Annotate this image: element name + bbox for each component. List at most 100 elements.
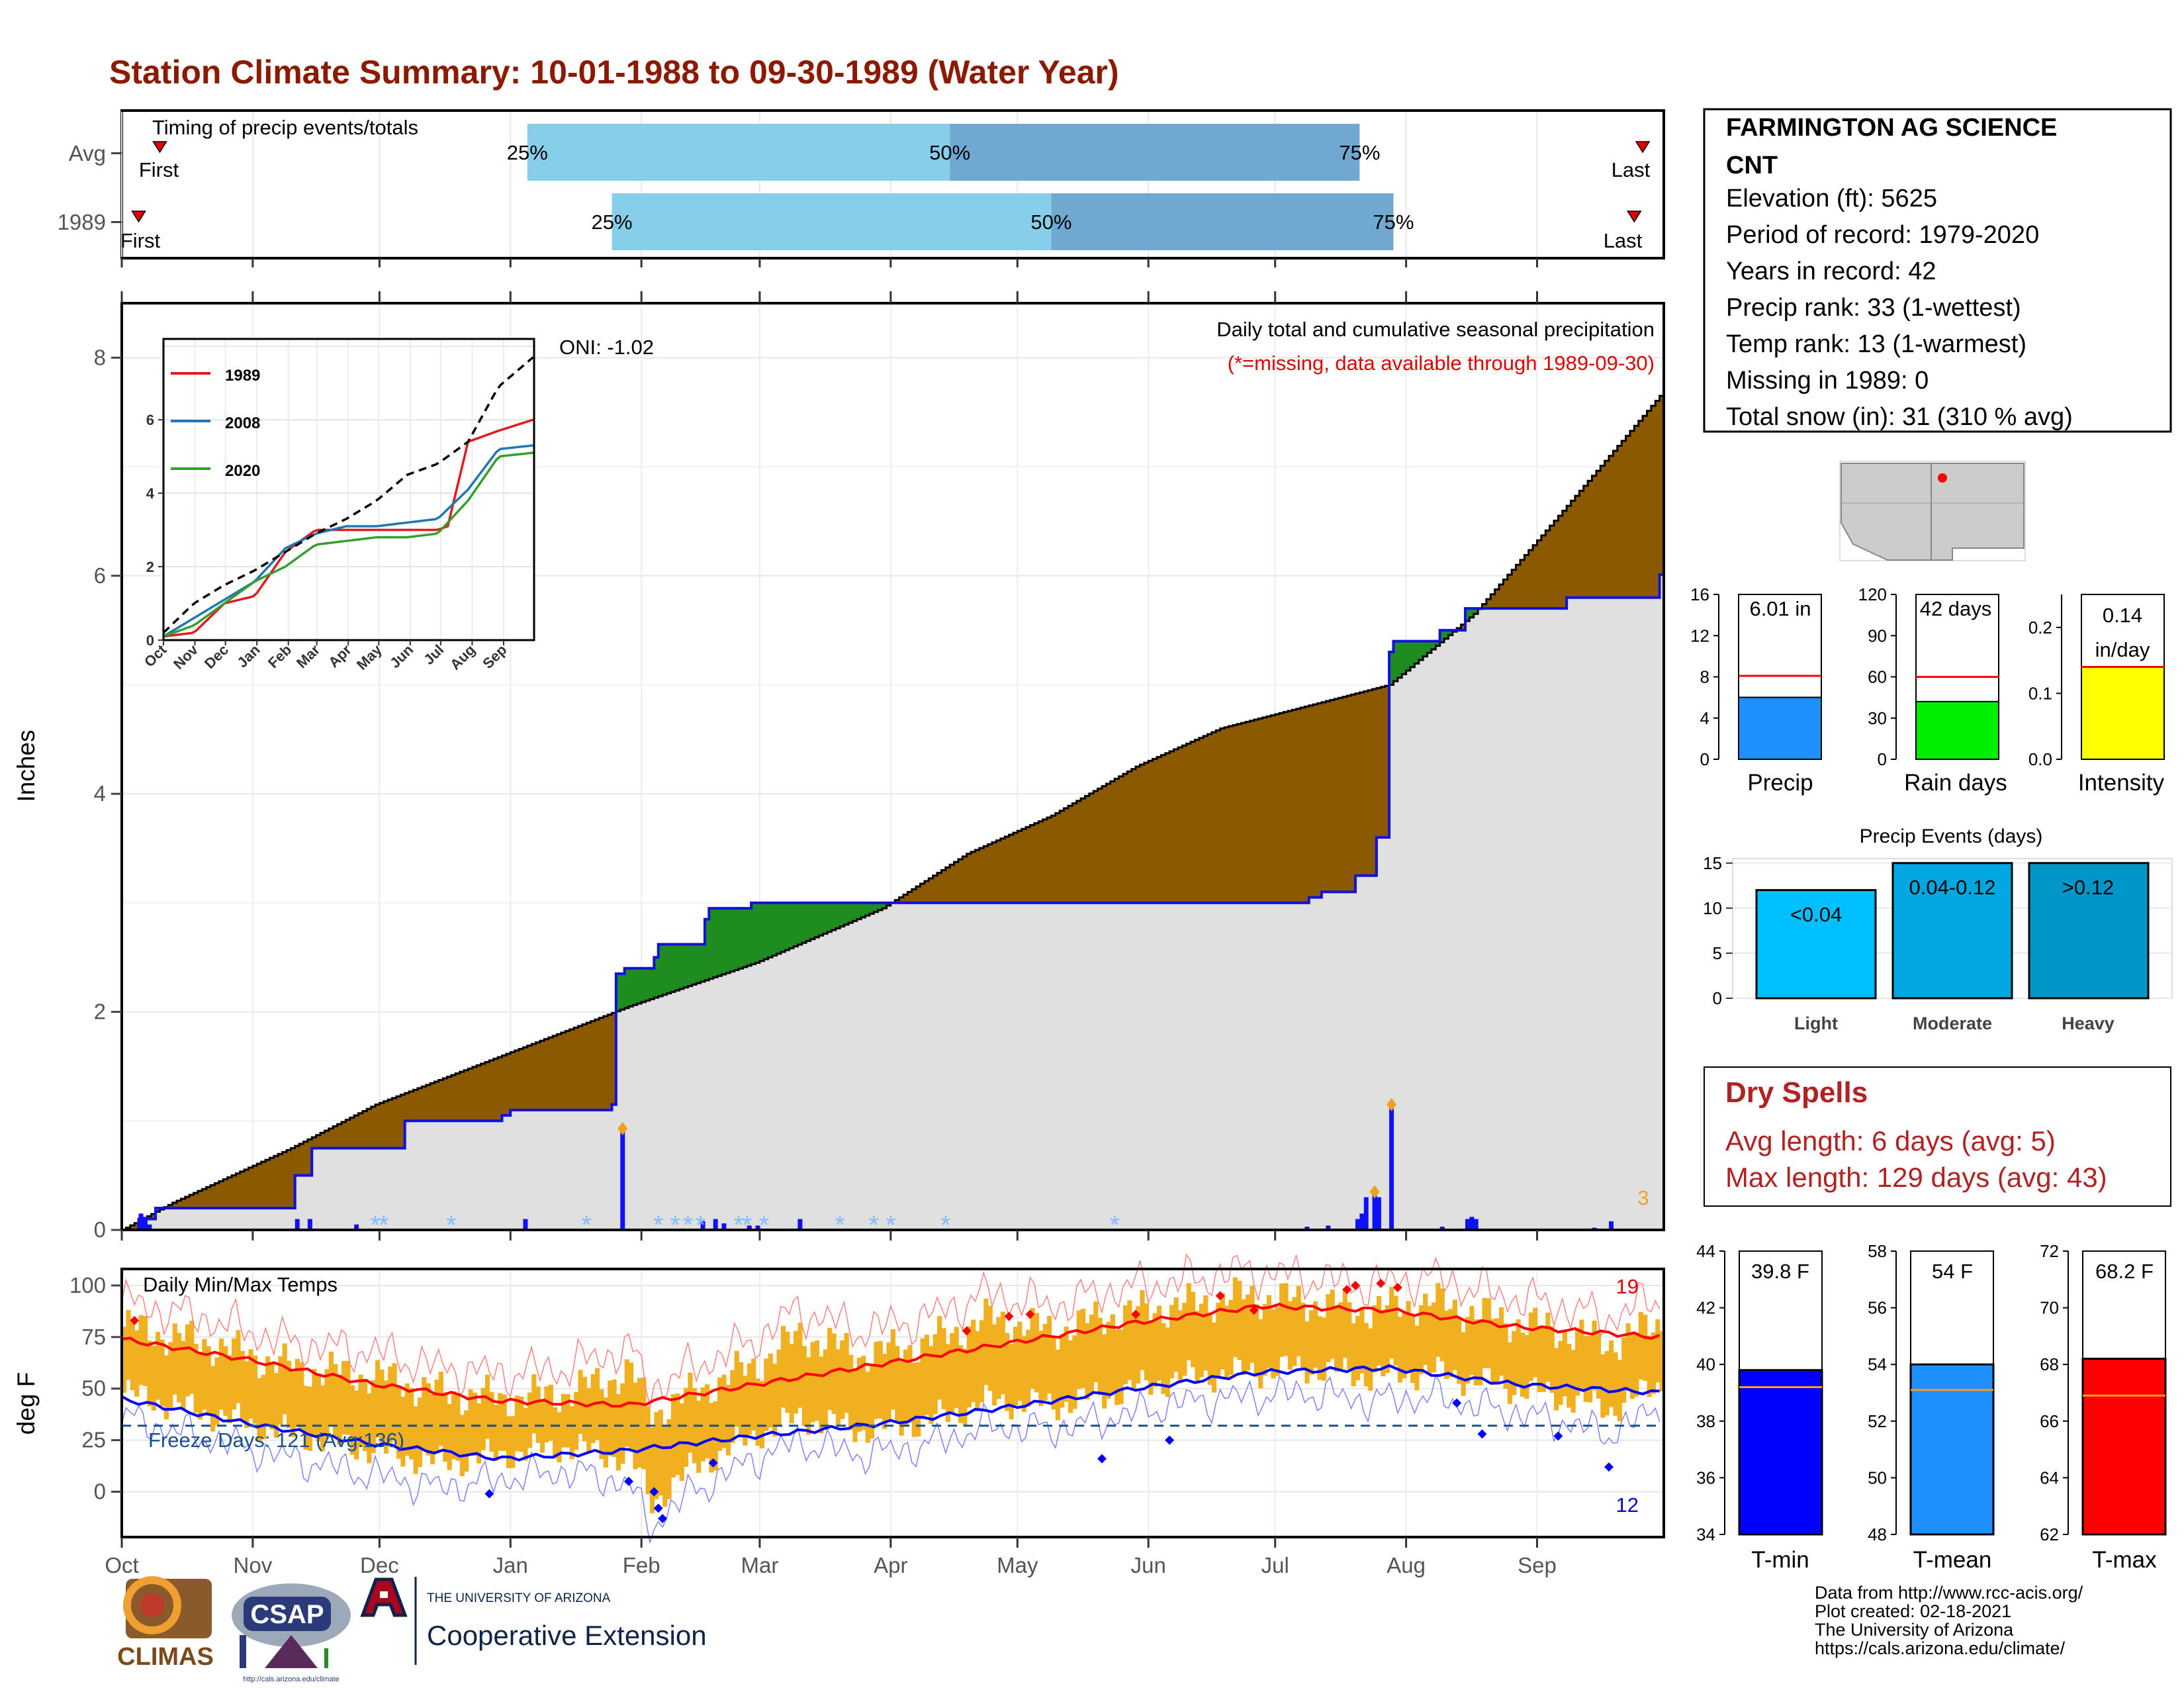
deficit-area: [218, 1181, 224, 1209]
temp-daily-bar: [666, 1419, 672, 1499]
surplus-area: [675, 944, 680, 991]
surplus-area: [801, 902, 807, 943]
record-high-marker: [1249, 1305, 1259, 1315]
temp-summary-ytick-label: 68: [2040, 1354, 2059, 1374]
temp-daily-bar: [1275, 1306, 1280, 1376]
deficit-area: [548, 1037, 553, 1110]
station-temp-rank: Temp rank: 13 (1-warmest): [1726, 330, 2026, 358]
deficit-area: [502, 1055, 507, 1116]
temp-daily-bar: [1106, 1321, 1111, 1399]
deficit-area: [1634, 426, 1639, 598]
climas-logo: CLIMAS: [117, 1576, 214, 1671]
surplus-area: [1465, 608, 1470, 622]
surplus-area: [1439, 630, 1445, 643]
deficit-area: [933, 875, 938, 903]
deficit-area: [388, 1100, 393, 1149]
temp-daily-bar: [739, 1362, 744, 1436]
daily-precip-bar: [713, 1219, 718, 1230]
temp-daily-bar: [1144, 1303, 1150, 1381]
station-name-2: CNT: [1726, 152, 1778, 179]
temp-daily-bar: [1393, 1295, 1398, 1366]
snow-asterisk: *: [733, 1211, 744, 1240]
deficit-area: [354, 1115, 359, 1149]
deficit-area: [1228, 726, 1234, 903]
surplus-area: [624, 968, 629, 1008]
temp-daily-bar: [519, 1396, 524, 1452]
temp-summary-ytick-label: 40: [1696, 1354, 1715, 1374]
deficit-area: [553, 1035, 558, 1110]
footer-line-1: Data from http://www.rcc-acis.org/: [1815, 1583, 2083, 1603]
temp-daily-bar: [214, 1357, 220, 1425]
temp-summary-ytick-label: 38: [1696, 1411, 1715, 1431]
surplus-area: [730, 908, 735, 972]
surplus-area: [725, 908, 731, 973]
temp-daily-bar: [1570, 1350, 1576, 1413]
daily-precip-bar: [620, 1128, 625, 1230]
temp-summary-bars: 34 36 38 40 42 44 48 50 52 54 56 58 62 64 66 68 70 72: [1696, 1241, 2167, 1544]
deficit-area: [1136, 767, 1141, 903]
temp-daily-bar: [544, 1386, 549, 1442]
deficit-area: [1101, 786, 1107, 903]
temp-panel: 0 25 50 75 100 Oct Nov Dec Jan Feb Mar Apr May Jun Jul…: [13, 1253, 1665, 1577]
surplus-area: [1431, 641, 1436, 649]
deficit-area: [459, 1072, 465, 1121]
deficit-area: [1313, 704, 1318, 898]
deficit-area: [130, 1225, 135, 1230]
temp-daily-bar: [899, 1361, 904, 1436]
deficit-area: [1512, 569, 1517, 609]
temp-daily-bar: [1241, 1299, 1246, 1376]
temp-daily-bar: [447, 1403, 452, 1470]
deficit-area: [1537, 540, 1542, 609]
deficit-area: [574, 1027, 579, 1110]
station-missing: Missing in 1989: 0: [1726, 367, 1929, 395]
temp-daily-bar: [725, 1385, 731, 1456]
temp-daily-bar: [1093, 1301, 1099, 1383]
temp-daily-bar: [1232, 1277, 1238, 1358]
temp-daily-bar: [1195, 1311, 1200, 1383]
temp-daily-bar: [1452, 1299, 1458, 1370]
temp-daily-bar: [1165, 1327, 1170, 1397]
temp-daily-bar: [1177, 1310, 1183, 1382]
temp-daily-bar: [282, 1343, 287, 1415]
timing-bar-50-75: [950, 124, 1360, 181]
dry-frame: [1704, 1066, 2171, 1207]
snow-asterisk: *: [683, 1211, 694, 1240]
surplus-area: [1423, 641, 1428, 657]
mini-bar-ytick-label: 4: [1700, 708, 1709, 728]
deficit-area: [1283, 712, 1289, 903]
mini-bar-ytick-label: 120: [1858, 585, 1887, 604]
temp-daily-bar: [1034, 1313, 1040, 1393]
deficit-area: [1177, 747, 1183, 903]
timing-avg-last: Last: [1612, 158, 1651, 181]
daily-precip-bar: [1355, 1219, 1360, 1230]
temp-daily-bar: [582, 1376, 587, 1442]
temp-daily-bar: [1026, 1329, 1031, 1407]
temp-daily-bar: [903, 1349, 909, 1427]
temp-daily-bar: [1304, 1321, 1310, 1383]
precip-areas: [122, 395, 1664, 1231]
deficit-area: [362, 1111, 367, 1149]
mini-raindays-value: 42 days: [1920, 597, 1992, 620]
deficit-area: [455, 1073, 461, 1121]
inset-legend-2020: 2020: [225, 462, 260, 480]
temp-daily-bar: [1368, 1328, 1373, 1391]
record-high-marker: [130, 1315, 140, 1325]
deficit-area: [1009, 834, 1014, 903]
mini-bar-value: [1738, 696, 1822, 760]
timing-row-1989: 1989: [58, 210, 106, 234]
temp-daily-bar: [1549, 1326, 1555, 1393]
surplus-area: [759, 902, 764, 961]
timing-first-marker: [152, 141, 167, 154]
surplus-area: [666, 944, 672, 994]
surplus-area: [882, 902, 887, 909]
station-name: FARMINGTON AG SCIENCE: [1726, 114, 2057, 142]
deficit-area: [493, 1058, 498, 1121]
temp-daily-bar: [1402, 1311, 1407, 1378]
deficit-area: [383, 1101, 388, 1149]
deficit-area: [1613, 451, 1618, 598]
surplus-area: [641, 968, 647, 1002]
deficit-area: [1173, 749, 1179, 903]
timing-p75-label: 75%: [1339, 141, 1380, 164]
